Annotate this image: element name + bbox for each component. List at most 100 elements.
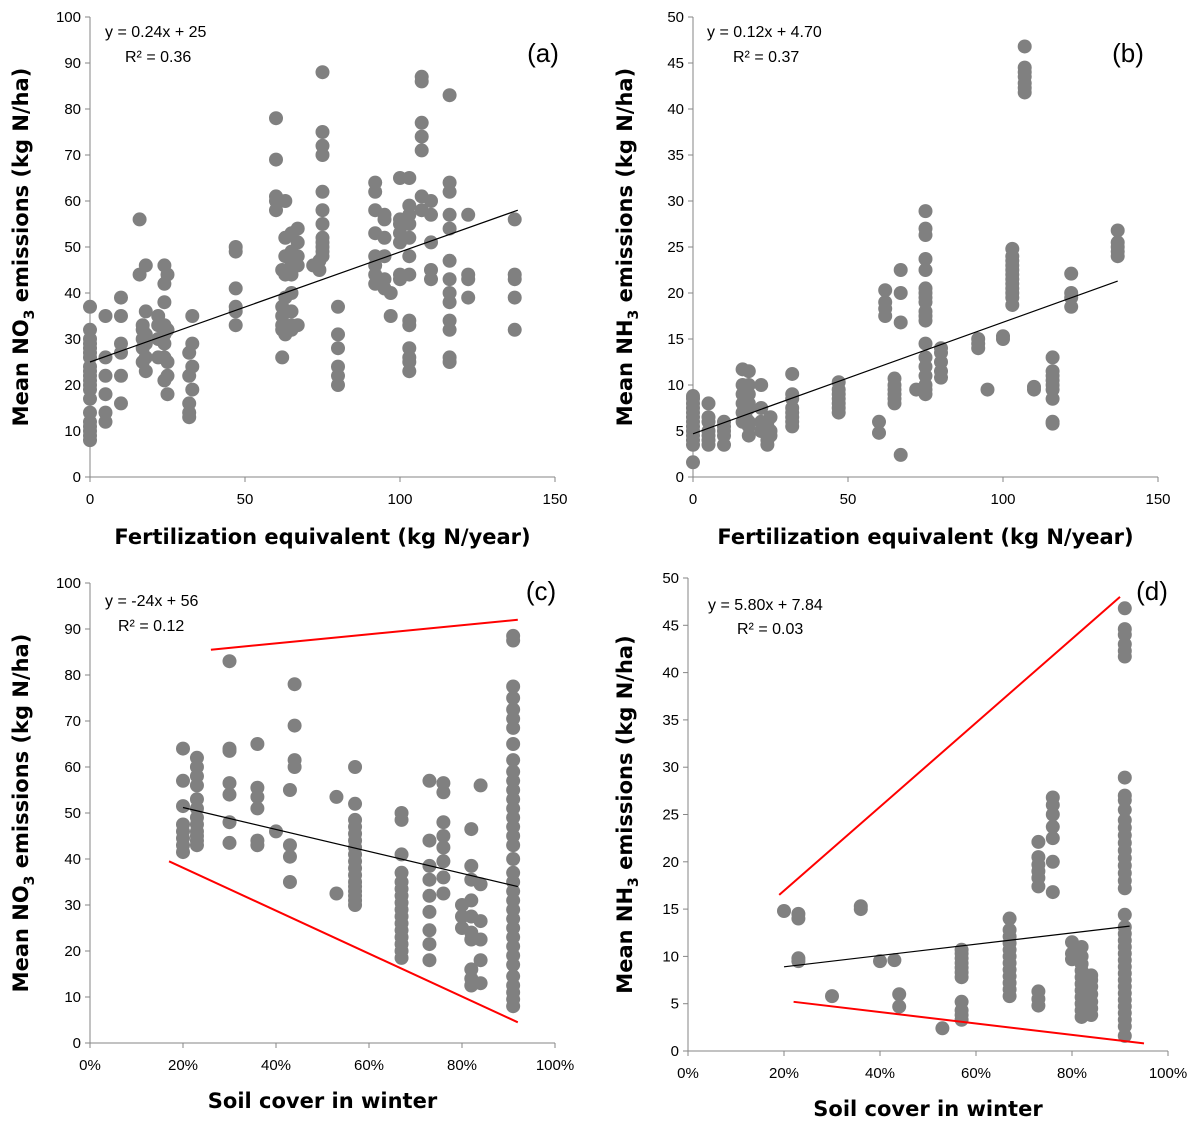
panel-label: (d)	[1136, 576, 1168, 606]
data-point	[741, 378, 756, 392]
data-point	[222, 654, 237, 669]
data-point	[461, 267, 476, 282]
data-point	[507, 322, 522, 337]
y-tick-label: 35	[667, 147, 684, 164]
trendline	[783, 925, 1130, 968]
data-point	[1045, 364, 1060, 379]
x-tick-label: 100	[387, 491, 412, 508]
data-point	[436, 870, 451, 885]
data-point	[473, 877, 488, 892]
data-point	[831, 375, 846, 390]
regression-equation: y = 0.12x + 4.70	[707, 24, 822, 41]
panel-label: (b)	[1112, 38, 1144, 68]
data-point	[971, 332, 986, 346]
x-tick-label: 40%	[865, 1065, 895, 1082]
data-point	[1045, 831, 1060, 846]
data-point	[160, 355, 175, 369]
data-point	[1074, 939, 1089, 954]
x-tick-label: 20%	[168, 1057, 198, 1074]
data-point	[934, 341, 948, 356]
data-point	[315, 65, 330, 80]
data-point	[176, 817, 190, 832]
y-tick-label: 100	[56, 9, 81, 26]
data-point	[1005, 241, 1020, 256]
data-point	[442, 175, 457, 190]
chart-panel-1: 0 5 10 15 20 25 30 35 40 45 50 0 50 100 150 y = 0.12x +…	[613, 9, 1171, 549]
y-tick-label: 45	[662, 617, 679, 634]
y-axis-label: Mean NO3 emissions (kg N/ha)	[9, 68, 38, 427]
y-tick-label: 5	[671, 996, 679, 1013]
x-axis-label: Soil cover in winter	[813, 1097, 1043, 1121]
data-point	[250, 737, 265, 751]
y-tick-label: 50	[667, 9, 684, 26]
data-point	[1045, 819, 1060, 834]
data-point	[686, 455, 700, 470]
data-point	[893, 447, 908, 462]
data-point	[1045, 854, 1060, 869]
trendline	[89, 209, 519, 363]
data-point	[278, 194, 293, 208]
y-tick-label: 70	[64, 713, 81, 730]
data-point	[138, 304, 153, 319]
data-point	[422, 923, 437, 938]
y-tick-label: 90	[64, 621, 81, 638]
data-point	[506, 737, 521, 751]
data-point	[284, 304, 299, 319]
data-point	[878, 283, 893, 298]
y-tick-label: 15	[662, 901, 679, 918]
data-point	[422, 888, 437, 903]
y-tick-label: 40	[667, 101, 684, 118]
data-point	[114, 290, 128, 305]
data-point	[315, 217, 330, 231]
regression-equation: y = 0.24x + 25	[105, 24, 207, 41]
data-point	[1027, 379, 1041, 394]
data-point	[436, 840, 451, 855]
data-point	[506, 628, 521, 643]
data-point	[422, 904, 437, 919]
data-point	[282, 783, 297, 797]
data-point	[436, 829, 451, 843]
data-point	[269, 824, 283, 839]
boundary-line	[210, 618, 518, 651]
data-point	[377, 230, 392, 245]
y-tick-label: 90	[64, 55, 81, 72]
data-point	[290, 318, 305, 333]
y-tick-label: 0	[73, 1035, 81, 1052]
y-tick-label: 80	[64, 667, 81, 684]
x-tick-label: 20%	[769, 1065, 799, 1082]
y-tick-label: 40	[64, 851, 81, 868]
data-point	[331, 327, 345, 342]
data-point	[422, 937, 437, 952]
trendline	[692, 280, 1118, 435]
x-tick-label: 0%	[677, 1065, 699, 1082]
y-axis-label: Mean NO3 emissions (kg N/ha)	[9, 634, 38, 993]
data-point	[980, 382, 995, 397]
data-point	[185, 382, 200, 397]
data-point	[98, 387, 113, 402]
data-point	[189, 750, 204, 765]
chart-panel-0: 0 10 20 30 40 50 60 70 80 90 100 0 50 100 150 y = 0.24x…	[9, 9, 568, 549]
data-point	[228, 281, 243, 296]
data-point	[442, 350, 457, 365]
data-point	[402, 341, 417, 356]
y-tick-label: 20	[667, 285, 684, 302]
data-point	[506, 865, 521, 880]
x-tick-label: 60%	[354, 1057, 384, 1074]
y-tick-label: 35	[662, 712, 679, 729]
data-point	[185, 336, 200, 351]
data-point	[394, 806, 409, 820]
data-point	[506, 679, 521, 694]
x-axis-label: Soil cover in winter	[208, 1089, 438, 1113]
x-tick-label: 60%	[961, 1065, 991, 1082]
y-tick-label: 80	[64, 101, 81, 118]
data-point	[222, 741, 237, 756]
data-point	[98, 309, 113, 323]
panel-label: (a)	[527, 38, 559, 68]
data-point	[315, 125, 330, 139]
data-point	[717, 414, 731, 429]
boundary-line	[778, 596, 1121, 896]
y-tick-label: 70	[64, 147, 81, 164]
data-point	[348, 760, 363, 774]
data-point	[1031, 984, 1046, 999]
